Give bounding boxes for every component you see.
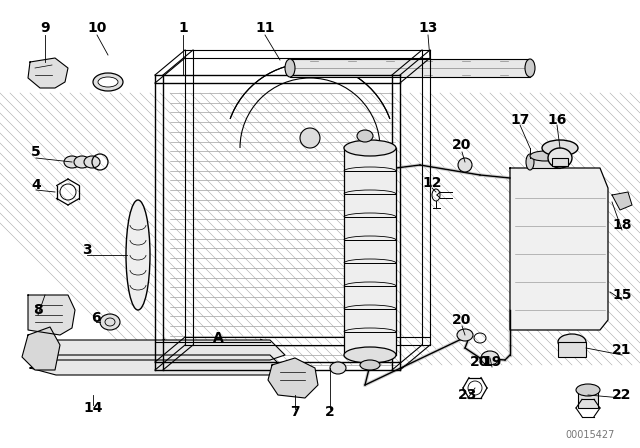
- Ellipse shape: [285, 59, 295, 77]
- Text: 13: 13: [419, 21, 438, 35]
- Ellipse shape: [126, 200, 150, 310]
- Text: 8: 8: [33, 303, 43, 317]
- Ellipse shape: [457, 329, 473, 341]
- Polygon shape: [28, 295, 75, 335]
- Ellipse shape: [526, 154, 534, 170]
- Ellipse shape: [300, 128, 320, 148]
- Ellipse shape: [542, 140, 578, 156]
- Text: 4: 4: [31, 178, 41, 192]
- Text: 21: 21: [612, 343, 632, 357]
- Bar: [344, 332, 396, 355]
- Text: 15: 15: [612, 288, 632, 302]
- Ellipse shape: [344, 140, 396, 156]
- Ellipse shape: [558, 334, 586, 350]
- Text: 16: 16: [547, 113, 566, 127]
- Ellipse shape: [330, 362, 346, 374]
- Bar: [290, 59, 530, 77]
- Ellipse shape: [525, 59, 535, 77]
- Polygon shape: [30, 340, 285, 360]
- Text: 19: 19: [483, 355, 502, 369]
- Text: 2: 2: [325, 405, 335, 419]
- Ellipse shape: [93, 73, 123, 91]
- Bar: [558, 342, 586, 357]
- Text: A: A: [212, 331, 223, 345]
- Bar: [344, 148, 396, 171]
- Ellipse shape: [576, 384, 600, 396]
- Polygon shape: [612, 192, 632, 210]
- Ellipse shape: [74, 156, 90, 168]
- Bar: [344, 217, 396, 240]
- Text: 1: 1: [178, 21, 188, 35]
- Text: 20: 20: [452, 313, 472, 327]
- Bar: [530, 156, 560, 168]
- Text: 22: 22: [612, 388, 632, 402]
- Ellipse shape: [530, 151, 560, 161]
- Ellipse shape: [344, 347, 396, 363]
- Text: 20: 20: [452, 138, 472, 152]
- Ellipse shape: [64, 156, 80, 168]
- Text: 3: 3: [82, 243, 92, 257]
- Bar: [344, 194, 396, 217]
- Polygon shape: [22, 327, 60, 370]
- Text: 20: 20: [470, 355, 490, 369]
- Text: 12: 12: [422, 176, 442, 190]
- Text: 11: 11: [255, 21, 275, 35]
- Bar: [344, 309, 396, 332]
- Bar: [344, 286, 396, 309]
- Text: 00015427: 00015427: [565, 430, 614, 440]
- Ellipse shape: [458, 158, 472, 172]
- Polygon shape: [30, 355, 285, 375]
- Bar: [578, 390, 598, 408]
- Bar: [344, 171, 396, 194]
- Text: 6: 6: [91, 311, 101, 325]
- Polygon shape: [510, 168, 608, 330]
- Ellipse shape: [100, 314, 120, 330]
- Ellipse shape: [481, 351, 499, 365]
- Text: 9: 9: [40, 21, 50, 35]
- Text: 10: 10: [87, 21, 107, 35]
- Ellipse shape: [98, 77, 118, 87]
- Text: 7: 7: [290, 405, 300, 419]
- Bar: [552, 158, 568, 166]
- Text: 5: 5: [31, 145, 41, 159]
- Bar: [344, 240, 396, 263]
- Text: 17: 17: [510, 113, 530, 127]
- Polygon shape: [268, 358, 318, 398]
- Ellipse shape: [360, 360, 380, 370]
- Text: 18: 18: [612, 218, 632, 232]
- Bar: [170, 93, 395, 365]
- Polygon shape: [28, 58, 68, 88]
- Ellipse shape: [84, 156, 100, 168]
- Ellipse shape: [357, 130, 373, 142]
- Bar: [344, 263, 396, 286]
- Text: 23: 23: [458, 388, 477, 402]
- Ellipse shape: [548, 148, 572, 168]
- Text: 14: 14: [83, 401, 103, 415]
